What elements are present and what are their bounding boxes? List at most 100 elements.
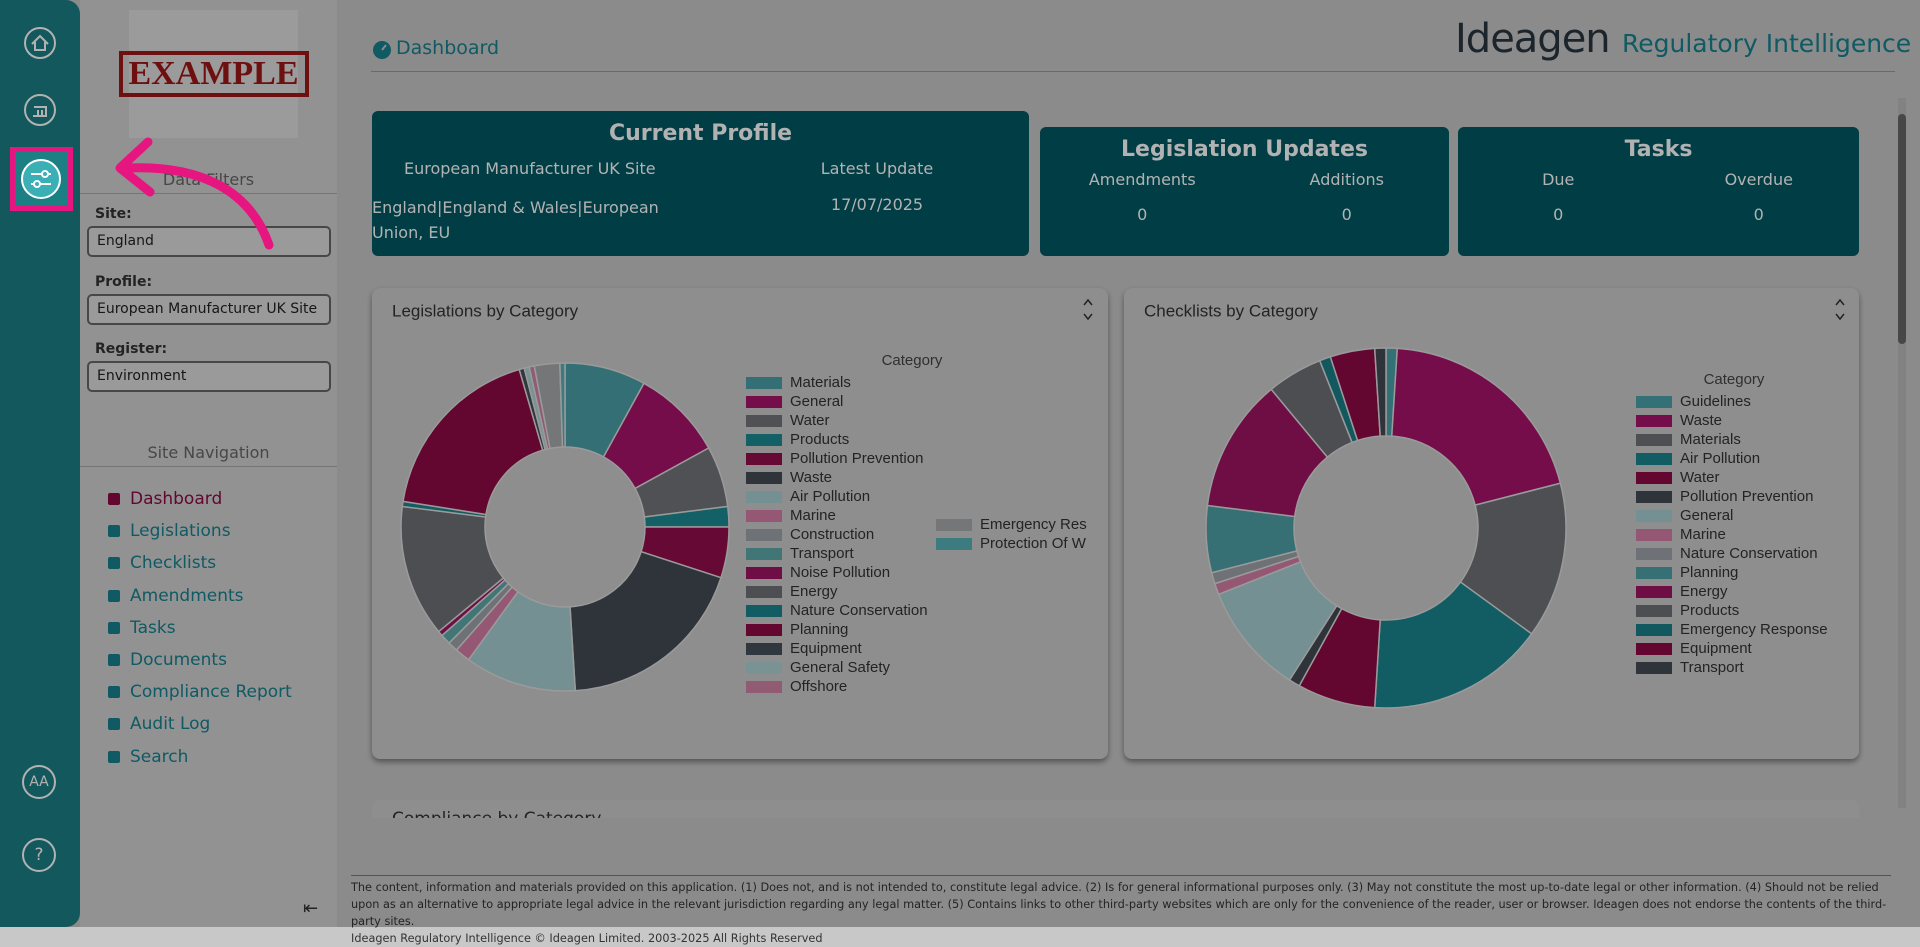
brand: Ideagen xyxy=(1455,16,1611,62)
legend-title: Category xyxy=(1704,371,1765,388)
register-label: Register: xyxy=(95,341,168,357)
logo-box: EXAMPLE xyxy=(118,10,309,138)
legend-swatch xyxy=(1636,491,1672,503)
product-name: Regulatory Intelligence xyxy=(1622,29,1912,58)
legend-swatch xyxy=(746,510,782,522)
legend-title: Category xyxy=(882,352,943,369)
legend-swatch xyxy=(1636,605,1672,617)
legend-swatch xyxy=(1636,624,1672,636)
accessibility-button[interactable]: AA xyxy=(22,765,56,799)
donut-slice[interactable] xyxy=(1373,581,1533,709)
site-select[interactable]: England xyxy=(87,226,331,257)
nav-label[interactable]: Checklists xyxy=(130,553,217,574)
nav-label[interactable]: Legislations xyxy=(130,521,231,542)
nav-label[interactable]: Documents xyxy=(130,650,227,670)
donut-slice[interactable] xyxy=(1390,347,1562,507)
update-label: Latest Update xyxy=(820,159,934,178)
page-title: Dashboard xyxy=(396,37,500,59)
nav-label[interactable]: Tasks xyxy=(130,617,176,638)
nav-icon xyxy=(108,654,120,666)
legend-swatch xyxy=(746,529,782,541)
nav-item[interactable]: Checklists xyxy=(108,553,216,573)
legend-swatch xyxy=(746,453,782,465)
legend-swatch xyxy=(1636,586,1672,598)
donut-slice[interactable] xyxy=(1373,347,1387,437)
profile-name: European Manufacturer UK Site xyxy=(404,159,656,178)
nav-icon xyxy=(108,525,120,538)
nav-icon xyxy=(108,718,120,731)
nav-label[interactable]: Audit Log xyxy=(130,714,211,735)
collapse-button[interactable]: ⇤ xyxy=(303,898,319,919)
register-select[interactable]: Environment xyxy=(87,361,331,392)
nav-icon xyxy=(108,589,120,602)
legend-label: Energy xyxy=(1680,583,1728,600)
legend-label: Energy xyxy=(790,583,838,600)
legend-swatch xyxy=(746,434,782,446)
legend-label: Emergency Res xyxy=(980,516,1087,533)
home-icon[interactable] xyxy=(20,23,60,63)
stat-labels: Due Overdue xyxy=(1458,170,1859,189)
nav-item[interactable]: Audit Log xyxy=(108,714,210,734)
legend-swatch xyxy=(1636,643,1672,655)
nav-item[interactable]: Amendments xyxy=(108,586,244,606)
legend-swatch xyxy=(1636,662,1672,674)
disclaimer: The content, information and materials p… xyxy=(351,881,1887,928)
legend-label: Marine xyxy=(1680,526,1726,543)
panel-menu[interactable] xyxy=(1083,298,1093,321)
legend-label: Protection Of W xyxy=(980,535,1087,552)
legend-label: Marine xyxy=(790,507,836,524)
legend-swatch xyxy=(746,491,782,503)
nav-icon xyxy=(108,621,120,634)
scrollbar[interactable] xyxy=(1898,98,1906,808)
nav-item[interactable]: Compliance Report xyxy=(108,682,292,702)
legend-label: Emergency Response xyxy=(1680,621,1828,638)
legend-label: Pollution Prevention xyxy=(1680,488,1813,505)
legend-label: Air Pollution xyxy=(1680,450,1760,467)
donut-slice[interactable] xyxy=(569,550,722,692)
nav-item[interactable]: Tasks xyxy=(108,618,176,638)
chart-panel: Legislations by Category Category Material… xyxy=(372,288,1108,759)
panel-menu[interactable] xyxy=(1835,298,1845,321)
legend-swatch xyxy=(746,396,782,408)
sidebar: EXAMPLE Data Filters xyxy=(80,0,337,927)
pointer-arrow xyxy=(115,137,274,250)
legend-label: Transport xyxy=(790,545,854,562)
stat-label: Due xyxy=(1542,170,1575,189)
legend-swatch xyxy=(746,567,782,579)
legend-label: Materials xyxy=(1680,431,1741,448)
nav-item[interactable]: Search xyxy=(108,747,188,767)
profile-label: Profile: xyxy=(95,274,153,290)
legend-swatch xyxy=(1636,567,1672,579)
building-icon[interactable] xyxy=(20,90,60,130)
nav-label[interactable]: Compliance Report xyxy=(130,682,292,703)
legend-swatch xyxy=(1636,548,1672,560)
scroll-thumb[interactable] xyxy=(1898,114,1906,344)
legend-swatch xyxy=(746,472,782,484)
donut-slice[interactable] xyxy=(559,362,566,448)
legend-swatch xyxy=(746,681,782,693)
legend-swatch xyxy=(936,538,972,550)
nav-label[interactable]: Search xyxy=(130,746,189,767)
profile-select[interactable]: European Manufacturer UK Site xyxy=(87,294,331,325)
header-rule xyxy=(371,71,1895,72)
nav-label[interactable]: Amendments xyxy=(130,585,244,606)
legend-swatch xyxy=(1636,510,1672,522)
nav-item[interactable]: Dashboard xyxy=(108,489,222,509)
legend-swatch xyxy=(746,415,782,427)
legend-swatch xyxy=(1636,415,1672,427)
stat-value: 0 xyxy=(1137,205,1148,224)
nav-title: Site Navigation xyxy=(80,443,337,467)
legend-label: Equipment xyxy=(790,640,863,657)
help-button[interactable]: ? xyxy=(22,838,56,872)
nav-item[interactable]: Documents xyxy=(108,650,227,670)
filters-icon[interactable] xyxy=(15,152,68,206)
legend-label: Pollution Prevention xyxy=(790,450,923,467)
legend-swatch xyxy=(936,519,972,531)
legend-label: General xyxy=(1680,507,1733,524)
nav-label[interactable]: Dashboard xyxy=(130,489,223,509)
legend-label: Nature Conservation xyxy=(1680,545,1818,562)
legend-label: Noise Pollution xyxy=(790,564,890,581)
nav-item[interactable]: Legislations xyxy=(108,521,231,541)
donut-slice[interactable] xyxy=(402,368,544,516)
